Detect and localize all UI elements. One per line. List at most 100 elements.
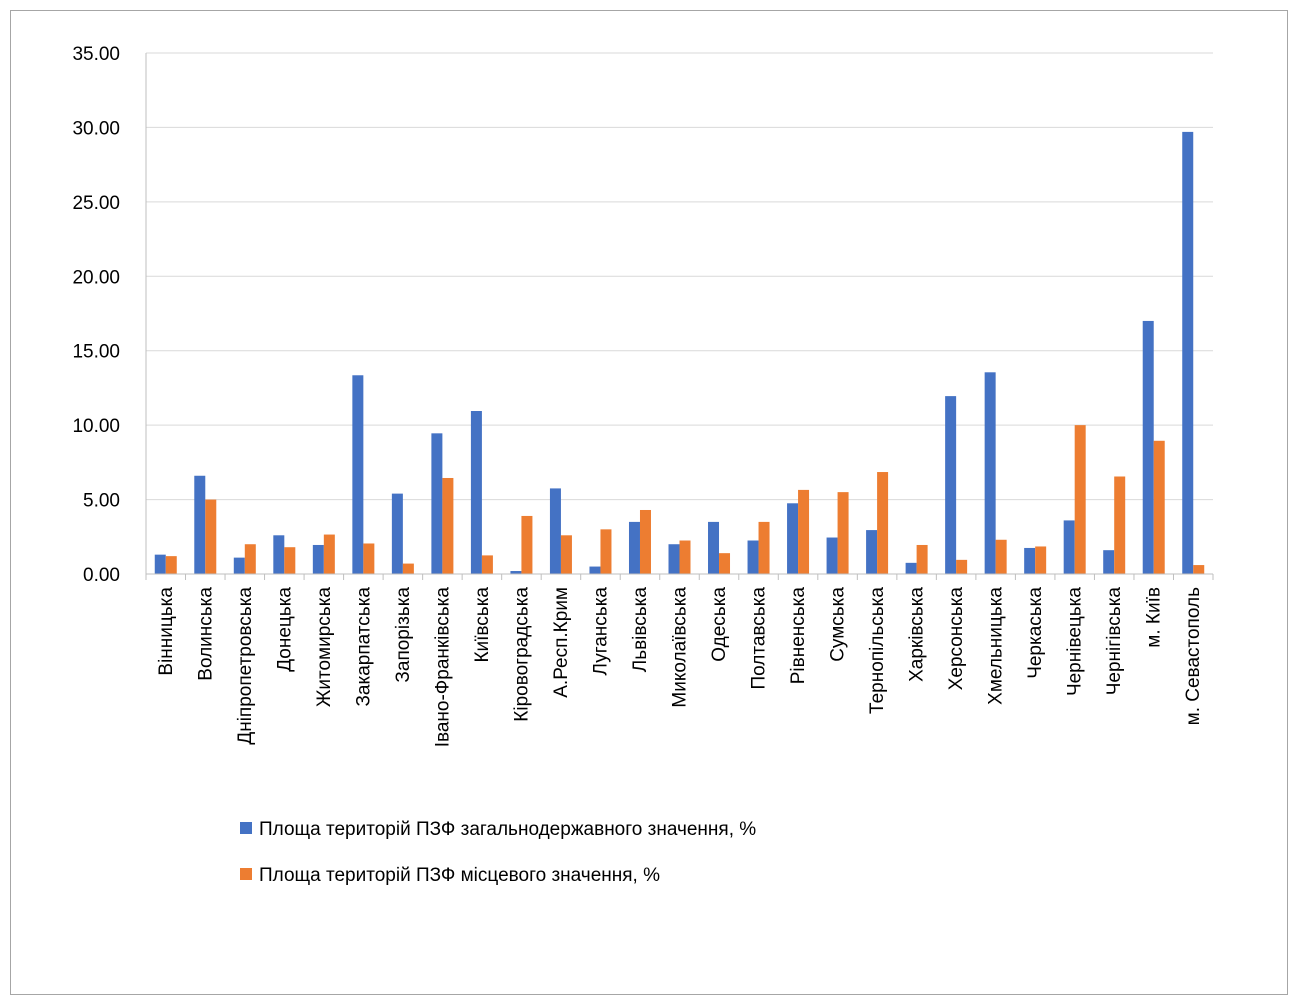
bar-national (589, 566, 601, 574)
bar-national (431, 433, 443, 574)
bar-local (323, 534, 335, 574)
x-category-label: Херсонська (946, 587, 967, 691)
x-category-label: Чернігівська (1104, 587, 1125, 696)
bar-national (708, 521, 720, 574)
x-category-label: Харківська (907, 587, 928, 682)
y-tick-label: 15.00 (72, 342, 120, 363)
x-category-label: м. Київ (1144, 587, 1165, 648)
bar-local (284, 547, 296, 574)
bar-local (560, 535, 572, 574)
bar-local (916, 544, 928, 574)
bar-local (1193, 565, 1205, 574)
bar-national (1024, 547, 1036, 574)
bar-national (787, 503, 799, 574)
bar-national (352, 375, 364, 574)
x-category-label: Кіровоградська (511, 587, 532, 722)
legend-swatch (240, 822, 252, 834)
bar-local (165, 556, 177, 574)
bar-national (391, 493, 403, 574)
bar-national (984, 372, 996, 574)
bars (154, 131, 1205, 574)
y-axis-tick-labels: 0.00 5.00 10.00 15.00 20.00 25.00 30.00 35.00 (72, 44, 120, 586)
bar-local (1153, 440, 1165, 574)
legend-swatch (240, 868, 252, 880)
y-tick-label: 30.00 (72, 118, 120, 139)
y-tick-label: 20.00 (72, 267, 120, 288)
bar-local (719, 553, 731, 574)
bar-national (1182, 131, 1194, 574)
x-category-label: Луганська (590, 587, 611, 676)
x-axis-category-labels: Вінницька Волинська Дніпропетровська Донець… (156, 587, 1204, 748)
x-category-label: Закарпатська (353, 587, 374, 707)
bar-national (747, 540, 759, 574)
legend-item: Площа територій ПЗФ місцевого значення, … (240, 865, 660, 886)
x-category-label: Миколаївська (670, 587, 691, 708)
bar-national (1063, 520, 1075, 574)
x-category-label: м. Севастополь (1183, 587, 1204, 725)
bar-national (866, 530, 878, 574)
legend-label: Площа територій ПЗФ загальнодержавного з… (259, 819, 756, 840)
bar-national (628, 521, 640, 574)
bar-local (481, 555, 493, 574)
x-category-label: Івано-Франківська (432, 587, 453, 748)
bar-local (1035, 546, 1047, 574)
bar-local (1114, 476, 1126, 574)
x-category-label: Житомирська (314, 587, 335, 708)
bar-local (442, 477, 454, 574)
bar-national (154, 554, 166, 574)
y-tick-label: 10.00 (72, 416, 120, 437)
gridlines (146, 52, 1213, 501)
x-category-label: Київська (472, 587, 493, 663)
legend-label: Площа територій ПЗФ місцевого значення, … (259, 865, 660, 886)
x-category-label: Донецька (274, 587, 295, 672)
bar-national (233, 557, 245, 574)
bar-local (600, 529, 612, 574)
x-category-label: Полтавська (749, 587, 770, 690)
bar-national (549, 488, 561, 574)
bar-national (905, 562, 917, 574)
y-tick-label: 0.00 (83, 565, 120, 586)
bar-local (363, 543, 375, 574)
bar-local (995, 539, 1007, 574)
bar-local (679, 540, 691, 574)
axes (145, 53, 1214, 580)
x-category-label: Черкаська (1025, 587, 1046, 679)
x-category-label: Вінницька (156, 587, 177, 676)
x-category-label: Львівська (630, 587, 651, 673)
bar-local (205, 499, 217, 574)
bar-local (758, 521, 770, 574)
bar-national (945, 396, 957, 574)
x-category-label: Волинська (195, 587, 216, 681)
legend: Площа територій ПЗФ загальнодержавного з… (240, 819, 756, 886)
bar-national (273, 535, 285, 574)
x-category-label: Тернопільська (867, 587, 888, 714)
legend-item: Площа територій ПЗФ загальнодержавного з… (240, 819, 756, 840)
y-tick-label: 35.00 (72, 44, 120, 65)
bar-national (1103, 550, 1115, 574)
bar-national (826, 537, 838, 574)
x-category-label: Дніпропетровська (235, 587, 256, 745)
bar-national (668, 544, 680, 574)
bar-local (244, 544, 256, 574)
bar-national (510, 571, 522, 574)
bar-local (798, 489, 810, 574)
bar-national (312, 544, 324, 574)
bar-national (470, 411, 482, 574)
x-category-label: Хмельницька (986, 587, 1007, 705)
x-category-label: Чернівецька (1065, 587, 1086, 696)
bar-local (639, 509, 651, 574)
bar-local (402, 563, 414, 574)
bar-national (1142, 320, 1154, 574)
bar-local (956, 559, 968, 574)
x-category-label: Сумська (828, 587, 849, 662)
x-category-label: Одеська (709, 587, 730, 662)
bar-local (1074, 425, 1086, 574)
bar-local (877, 472, 889, 574)
bar-local (521, 515, 533, 574)
bar-national (194, 475, 206, 574)
y-tick-label: 5.00 (83, 491, 120, 512)
y-tick-label: 25.00 (72, 193, 120, 214)
x-category-label: Запорізька (393, 587, 414, 683)
x-category-label: Рівненська (788, 587, 809, 685)
